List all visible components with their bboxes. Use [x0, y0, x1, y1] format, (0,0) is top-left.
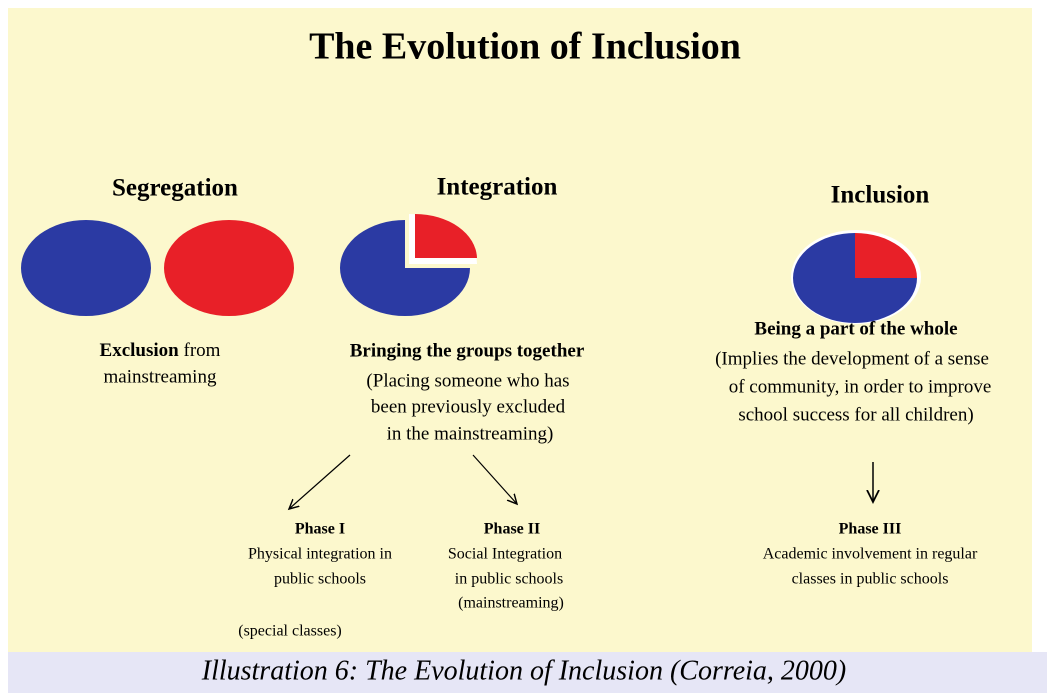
group-circle	[21, 220, 151, 316]
caption: Illustration 6: The Evolution of Inclusi…	[201, 655, 846, 686]
phase-name: Phase II	[484, 521, 540, 538]
description: of community, in order to improve	[729, 376, 992, 397]
group-circle	[164, 220, 294, 316]
description: mainstreaming	[104, 366, 217, 387]
phase-text: Social Integration	[448, 546, 562, 563]
arrow	[289, 454, 351, 509]
integration-pie	[340, 214, 477, 316]
phase-name: Phase I	[295, 521, 345, 538]
description: (Placing someone who has	[366, 370, 569, 391]
description: in the mainstreaming)	[387, 423, 554, 444]
description: (Implies the development of a sense	[715, 348, 989, 369]
phase-text: classes in public schools	[792, 571, 949, 588]
caption-bar	[8, 652, 1047, 693]
phase-note: (special classes)	[238, 623, 342, 640]
stage-heading: Inclusion	[831, 182, 930, 209]
background	[8, 8, 1032, 652]
phase-name: Phase III	[839, 521, 902, 538]
summary: Being a part of the whole	[754, 318, 957, 339]
phase-text: in public schools	[455, 571, 563, 588]
stage-heading: Integration	[437, 174, 558, 201]
phase-text: Academic involvement in regular	[763, 546, 978, 563]
phase-text: Physical integration in	[248, 546, 392, 563]
summary: Exclusion from	[100, 340, 221, 361]
description: school success for all children)	[738, 404, 973, 425]
title: The Evolution of Inclusion	[309, 26, 741, 68]
phase-text: public schools	[274, 571, 366, 588]
stage-heading: Segregation	[112, 175, 238, 202]
arrow	[472, 454, 517, 504]
phase-text: (mainstreaming)	[458, 595, 564, 612]
description: been previously excluded	[371, 396, 566, 417]
summary: Bringing the groups together	[350, 340, 585, 361]
inclusion-pie	[791, 230, 921, 324]
